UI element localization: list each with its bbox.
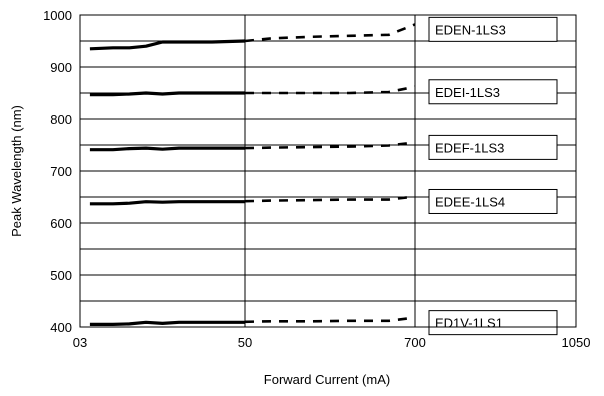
y-tick-label: 500	[50, 268, 72, 283]
series-line-dashed	[244, 195, 416, 203]
series-line-dashed	[245, 85, 416, 95]
series-line-solid	[89, 200, 245, 206]
series-label: EDEE-1LS4	[435, 194, 505, 209]
series-label-box	[428, 188, 558, 214]
x-axis-label: Forward Current (mA)	[264, 372, 390, 387]
y-tick-label: 600	[50, 216, 72, 231]
plot-frame	[79, 14, 577, 328]
x-tick-label: 03	[73, 335, 87, 350]
x-tick-label: 700	[404, 335, 426, 350]
x-tick-label: 50	[238, 335, 252, 350]
x-axis-ticks: 03 50 700 1050	[73, 335, 591, 350]
y-tick-label: 800	[50, 112, 72, 127]
series-label-box	[428, 16, 558, 42]
series-line-solid	[89, 146, 245, 152]
series-label: ED1V-1LS1	[435, 316, 503, 331]
series-label: EDEN-1LS3	[435, 22, 506, 37]
series-label-box	[428, 79, 558, 105]
series-line-solid	[89, 320, 245, 326]
x-tick-label: 1050	[562, 335, 591, 350]
series-label-box	[428, 310, 558, 336]
y-tick-label: 400	[50, 320, 72, 335]
y-tick-label: 900	[50, 60, 72, 75]
series-line-dashed	[244, 316, 416, 324]
grid	[80, 15, 576, 327]
series-lines	[89, 23, 416, 326]
series-label: EDEF-1LS3	[435, 140, 504, 155]
y-tick-label: 700	[50, 164, 72, 179]
series-line-dashed	[244, 141, 416, 150]
y-axis-label: Peak Wavelength (nm)	[9, 105, 24, 237]
series-labels: EDEN-1LS3 EDEI-1LS3 EDEF-1LS3 EDEE-1LS4 ED1V…	[428, 16, 558, 336]
series-label-box	[428, 134, 558, 160]
y-tick-label: 1000	[43, 8, 72, 23]
series-line-solid	[89, 91, 245, 97]
series-line-solid	[89, 39, 246, 51]
series-line-dashed	[244, 23, 416, 43]
y-axis-ticks: 400 500 600 700 800 900 1000	[43, 8, 72, 335]
series-label: EDEI-1LS3	[435, 85, 500, 100]
